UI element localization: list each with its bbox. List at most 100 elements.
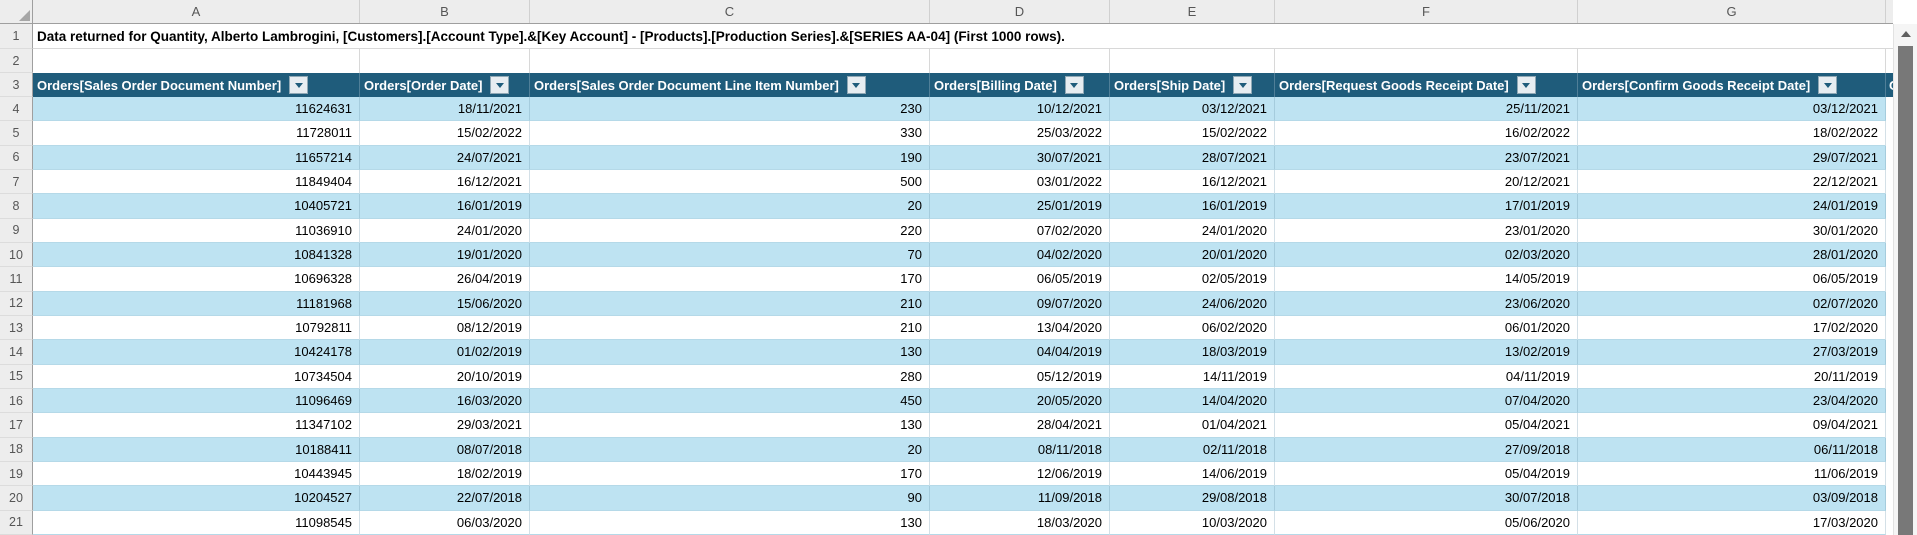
table-cell[interactable]: 130	[530, 510, 930, 535]
filter-dropdown-button[interactable]	[1516, 76, 1536, 94]
table-header-cell[interactable]: Orders[Sales Order Document Line Item Nu…	[530, 73, 930, 97]
table-cell[interactable]: 18/02/2019	[360, 461, 530, 487]
table-cell[interactable]: 70	[530, 242, 930, 268]
column-header-A[interactable]: A	[33, 0, 360, 23]
row-header-3[interactable]: 3	[0, 73, 33, 97]
table-cell[interactable]: 18/03/2019	[1110, 340, 1275, 365]
table-cell[interactable]: 24/07/2021	[360, 145, 530, 170]
table-cell[interactable]: 24/01/2019	[1578, 194, 1886, 219]
table-cell[interactable]: 19/01/2020	[360, 242, 530, 268]
table-cell[interactable]: 10405721	[33, 194, 360, 219]
row-header-1[interactable]: 1	[0, 24, 33, 49]
table-cell[interactable]: 28/04/2021	[930, 413, 1110, 438]
table-cell[interactable]: 11347102	[33, 413, 360, 438]
table-cell[interactable]: 220	[530, 218, 930, 243]
table-cell[interactable]: 17/02/2020	[1578, 315, 1886, 341]
column-header-F[interactable]: F	[1275, 0, 1578, 23]
column-header-G[interactable]: G	[1578, 0, 1886, 23]
table-cell[interactable]: 25/03/2022	[930, 121, 1110, 146]
column-header-E[interactable]: E	[1110, 0, 1275, 23]
table-cell[interactable]: 15/02/2022	[360, 121, 530, 146]
table-cell[interactable]: 27/03/2019	[1578, 340, 1886, 365]
scrollbar-up-button[interactable]	[1894, 24, 1917, 44]
table-cell[interactable]: 05/04/2021	[1275, 413, 1578, 438]
table-cell[interactable]: 23/04/2020	[1578, 388, 1886, 414]
table-cell[interactable]: 11096469	[33, 388, 360, 414]
vertical-scrollbar[interactable]	[1893, 24, 1917, 535]
table-cell[interactable]: 05/12/2019	[930, 364, 1110, 389]
empty-cell-F2[interactable]	[1275, 49, 1578, 73]
table-cell[interactable]: 11728011	[33, 121, 360, 146]
info-bar-cell[interactable]: Data returned for Quantity, Alberto Lamb…	[33, 24, 1893, 49]
table-cell[interactable]: 500	[530, 169, 930, 195]
table-cell[interactable]: 450	[530, 388, 930, 414]
row-header-19[interactable]: 19	[0, 461, 33, 487]
table-cell[interactable]: 07/02/2020	[930, 218, 1110, 243]
empty-cell-D2[interactable]	[930, 49, 1110, 73]
table-cell[interactable]: 10/03/2020	[1110, 510, 1275, 535]
table-cell[interactable]: 30/07/2018	[1275, 486, 1578, 511]
table-cell[interactable]: 170	[530, 267, 930, 292]
row-header-7[interactable]: 7	[0, 169, 33, 195]
table-cell[interactable]: 05/06/2020	[1275, 510, 1578, 535]
table-cell[interactable]: 24/06/2020	[1110, 291, 1275, 316]
row-header-21[interactable]: 21	[0, 510, 33, 535]
select-all-corner[interactable]	[0, 0, 33, 23]
table-cell[interactable]: 17/01/2019	[1275, 194, 1578, 219]
table-cell[interactable]: 10204527	[33, 486, 360, 511]
table-cell[interactable]: 10/12/2021	[930, 97, 1110, 122]
table-cell[interactable]: 02/11/2018	[1110, 437, 1275, 462]
table-cell[interactable]: 26/04/2019	[360, 267, 530, 292]
table-cell[interactable]: 10443945	[33, 461, 360, 487]
table-cell[interactable]: 15/06/2020	[360, 291, 530, 316]
filter-dropdown-button[interactable]	[1233, 76, 1253, 94]
table-cell[interactable]: 10841328	[33, 242, 360, 268]
table-cell[interactable]: 20	[530, 437, 930, 462]
filter-dropdown-button[interactable]	[846, 76, 866, 94]
table-cell[interactable]: 28/01/2020	[1578, 242, 1886, 268]
table-header-cell[interactable]: Orders[Order Date]	[360, 73, 530, 97]
empty-cell-B2[interactable]	[360, 49, 530, 73]
filter-dropdown-button[interactable]	[289, 76, 309, 94]
table-cell[interactable]: 22/07/2018	[360, 486, 530, 511]
table-cell[interactable]: 13/04/2020	[930, 315, 1110, 341]
table-cell[interactable]: 05/04/2019	[1275, 461, 1578, 487]
table-cell[interactable]: 11624631	[33, 97, 360, 122]
table-cell[interactable]: 06/05/2019	[1578, 267, 1886, 292]
table-cell[interactable]: 23/07/2021	[1275, 145, 1578, 170]
table-cell[interactable]: 24/01/2020	[1110, 218, 1275, 243]
row-header-8[interactable]: 8	[0, 194, 33, 219]
empty-cell-E2[interactable]	[1110, 49, 1275, 73]
row-header-14[interactable]: 14	[0, 340, 33, 365]
table-cell[interactable]: 10424178	[33, 340, 360, 365]
row-header-20[interactable]: 20	[0, 486, 33, 511]
table-cell[interactable]: 190	[530, 145, 930, 170]
row-header-18[interactable]: 18	[0, 437, 33, 462]
table-cell[interactable]: 04/04/2019	[930, 340, 1110, 365]
table-cell[interactable]: 10734504	[33, 364, 360, 389]
table-cell[interactable]: 23/01/2020	[1275, 218, 1578, 243]
table-cell[interactable]: 06/05/2019	[930, 267, 1110, 292]
row-header-15[interactable]: 15	[0, 364, 33, 389]
table-cell[interactable]: 11657214	[33, 145, 360, 170]
row-header-13[interactable]: 13	[0, 315, 33, 341]
table-cell[interactable]: 23/06/2020	[1275, 291, 1578, 316]
row-header-12[interactable]: 12	[0, 291, 33, 316]
table-header-cell[interactable]: Orders[Request Goods Receipt Date]	[1275, 73, 1578, 97]
table-cell[interactable]: 16/02/2022	[1275, 121, 1578, 146]
table-cell[interactable]: 10696328	[33, 267, 360, 292]
table-cell[interactable]: 210	[530, 291, 930, 316]
table-cell[interactable]: 30/07/2021	[930, 145, 1110, 170]
row-header-11[interactable]: 11	[0, 267, 33, 292]
scrollbar-thumb[interactable]	[1898, 46, 1913, 535]
table-cell[interactable]: 03/01/2022	[930, 169, 1110, 195]
table-cell[interactable]: 10792811	[33, 315, 360, 341]
table-cell[interactable]: 02/05/2019	[1110, 267, 1275, 292]
table-cell[interactable]: 14/06/2019	[1110, 461, 1275, 487]
table-cell[interactable]: 11098545	[33, 510, 360, 535]
table-cell[interactable]: 16/01/2019	[360, 194, 530, 219]
table-cell[interactable]: 16/03/2020	[360, 388, 530, 414]
table-cell[interactable]: 18/02/2022	[1578, 121, 1886, 146]
row-header-5[interactable]: 5	[0, 121, 33, 146]
table-cell[interactable]: 03/12/2021	[1110, 97, 1275, 122]
